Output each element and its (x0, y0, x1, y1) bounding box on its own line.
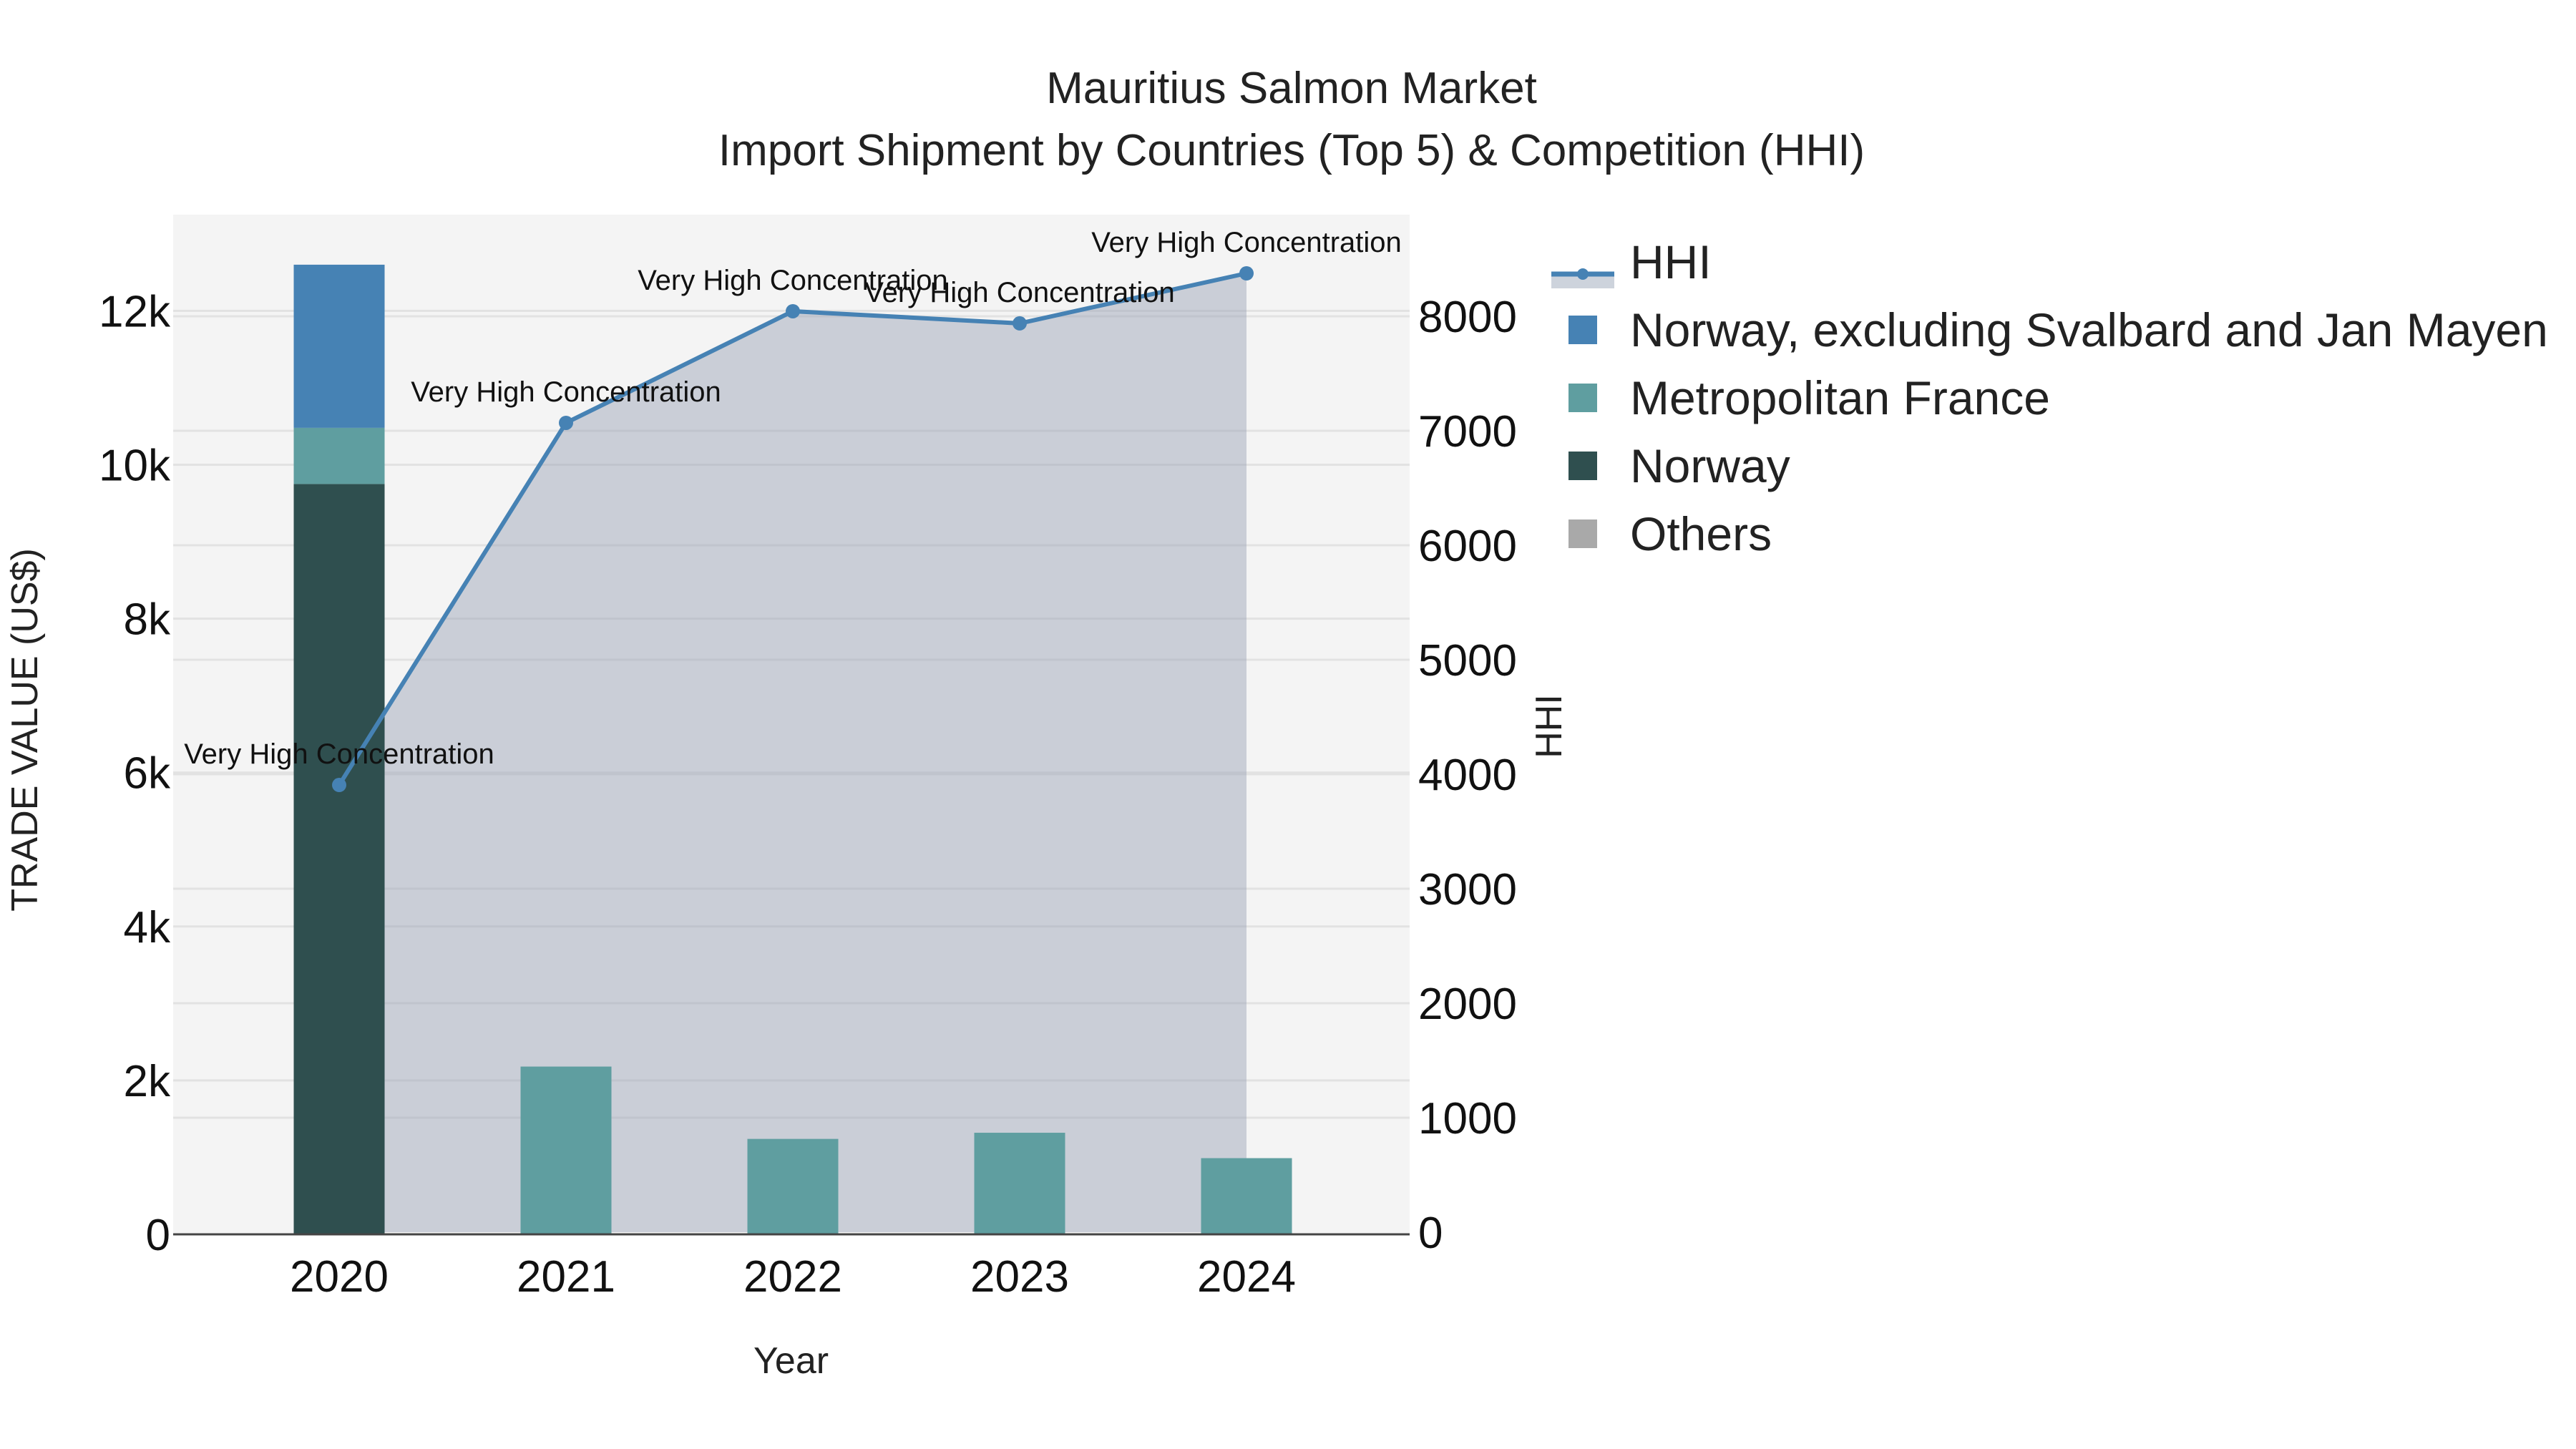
y-right-tick-label: 0 (1418, 1209, 1443, 1258)
y-right-tick-label: 3000 (1418, 865, 1517, 914)
legend: HHI Norway, excluding Svalbard and Jan M… (1551, 228, 2548, 567)
bar-segment (1201, 1158, 1292, 1234)
legend-item-metropolitan-france[interactable]: Metropolitan France (1551, 364, 2548, 431)
hhi-point-marker (332, 778, 346, 793)
y-left-tick-label: 0 (146, 1211, 170, 1260)
y-left-tick-label: 12k (99, 287, 171, 336)
hhi-point-marker (1013, 316, 1027, 331)
legend-label: Norway, excluding Svalbard and Jan Mayen (1630, 303, 2548, 356)
bar-segment (293, 427, 385, 484)
y-right-axis-title: HHI (1528, 694, 1570, 758)
x-tick-label: 2020 (290, 1252, 389, 1302)
square-icon (1551, 450, 1614, 482)
hhi-point-marker (559, 415, 573, 430)
legend-label: Norway (1630, 439, 1790, 492)
chart-title-line1: Mauritius Salmon Market (1046, 64, 1537, 113)
hhi-line (332, 266, 1254, 793)
hhi-annotation-label: Very High Concentration (864, 277, 1175, 308)
hhi-area-fill (339, 273, 1246, 1232)
y-right-tick-label: 7000 (1418, 407, 1517, 457)
y-left-tick-label: 4k (124, 903, 171, 952)
legend-label: Others (1630, 507, 1772, 560)
hhi-annotation-label: Very High Concentration (1091, 227, 1402, 258)
bar-segment (293, 484, 385, 1235)
legend-label: Metropolitan France (1630, 371, 2050, 424)
hhi-annotation-label: Very High Concentration (638, 265, 948, 296)
x-tick-label: 2023 (970, 1252, 1069, 1302)
bar-segment (974, 1133, 1065, 1234)
hhi-point-marker (1239, 266, 1254, 280)
legend-item-norway[interactable]: Norway (1551, 431, 2548, 499)
x-tick-label: 2021 (517, 1252, 615, 1302)
hhi-point-marker (786, 303, 800, 318)
y-left-tick-label: 2k (124, 1057, 171, 1106)
y-right-tick-label: 8000 (1418, 293, 1517, 342)
square-icon (1551, 314, 1614, 346)
bars (293, 264, 1292, 1235)
x-axis-title: Year (753, 1340, 829, 1382)
legend-label: HHI (1630, 235, 1712, 288)
legend-item-norway-excl[interactable]: Norway, excluding Svalbard and Jan Mayen (1551, 296, 2548, 364)
y-right-tick-label: 1000 (1418, 1094, 1517, 1143)
y-left-tick-label: 8k (124, 595, 171, 645)
x-tick-label: 2024 (1197, 1252, 1296, 1302)
x-tick-label: 2022 (743, 1252, 842, 1302)
square-icon (1551, 382, 1614, 414)
chart-title-line2: Import Shipment by Countries (Top 5) & C… (718, 126, 1865, 175)
axis-ticks: 0 2k 4k 6k 8k 10k 12k 0 1000 2000 3000 4000 5000 6000… (99, 287, 1517, 1302)
hhi-annotation-label: Very High Concentration (411, 376, 721, 408)
y-left-tick-label: 6k (124, 749, 171, 799)
bar-segment (520, 1066, 612, 1234)
bar-segment (747, 1138, 839, 1234)
y-right-tick-label: 6000 (1418, 522, 1517, 571)
y-left-axis-title: TRADE VALUE (US$) (4, 548, 46, 912)
legend-item-others[interactable]: Others (1551, 499, 2548, 567)
hhi-annotation-label: Very High Concentration (184, 738, 494, 770)
y-right-tick-label: 2000 (1418, 980, 1517, 1029)
hhi-area (339, 273, 1246, 1232)
bar-segment (293, 264, 385, 428)
y-right-tick-label: 5000 (1418, 636, 1517, 686)
line-marker-icon (1551, 246, 1614, 288)
square-icon (1551, 518, 1614, 550)
y-left-tick-label: 10k (99, 441, 171, 491)
legend-item-hhi[interactable]: HHI (1551, 228, 2548, 296)
y-right-tick-label: 4000 (1418, 751, 1517, 800)
